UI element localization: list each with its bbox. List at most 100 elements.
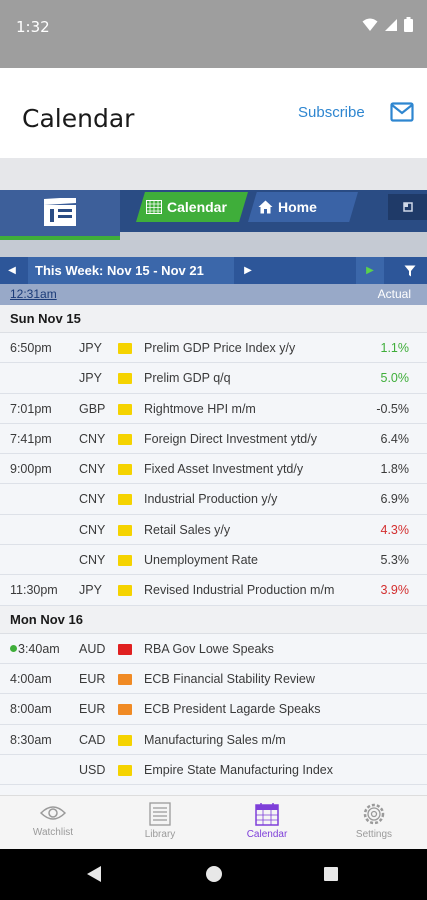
- page-title: Calendar: [22, 104, 135, 133]
- calendar-grid-icon: [146, 200, 162, 214]
- event-currency: JPY: [79, 341, 102, 355]
- event-list: Sun Nov 15 6:50pm JPY Prelim GDP Price Inde…: [0, 305, 427, 795]
- event-row[interactable]: 4:00am EUR ECB Financial Stability Review: [0, 664, 427, 695]
- signal-icon: [385, 18, 397, 31]
- impact-folder-icon: [118, 643, 132, 655]
- event-row[interactable]: 6:50pm JPY Prelim GDP Price Index y/y 1.1%: [0, 333, 427, 364]
- impact-folder-icon: [118, 433, 132, 445]
- event-row[interactable]: 7:01pm GBP Rightmove HPI m/m -0.5%: [0, 394, 427, 424]
- event-currency: EUR: [79, 671, 106, 686]
- subscribe-button[interactable]: Subscribe: [298, 104, 365, 121]
- mail-icon[interactable]: [390, 102, 414, 122]
- event-name: Prelim GDP Price Index y/y: [144, 341, 296, 355]
- week-label[interactable]: This Week: Nov 15 - Nov 21: [28, 257, 234, 284]
- library-icon: [149, 802, 171, 826]
- filter-icon: [404, 265, 415, 276]
- event-row[interactable]: 7:41pm CNY Foreign Direct Investment ytd/y…: [0, 424, 427, 455]
- event-row[interactable]: 11:30pm JPY Revised Industrial Production …: [0, 575, 427, 606]
- event-time: 4:00am: [10, 671, 52, 686]
- event-actual: -0.5%: [376, 401, 409, 416]
- event-row[interactable]: CNY Industrial Production y/y 6.9%: [0, 484, 427, 515]
- week-bar-spacer: [262, 257, 352, 284]
- event-time: 11:30pm: [10, 583, 58, 598]
- calendar-logo-icon: [44, 198, 76, 226]
- event-row[interactable]: 8:30am CAD Manufacturing Sales m/m: [0, 725, 427, 755]
- filter-button[interactable]: [392, 257, 427, 284]
- next-week-button[interactable]: ▶: [236, 257, 260, 284]
- status-bar: 1:32: [0, 0, 427, 68]
- nav-watchlist[interactable]: Watchlist: [0, 796, 106, 850]
- event-currency: USD: [79, 762, 106, 777]
- event-row[interactable]: 8:00am EUR ECB President Lagarde Speaks: [0, 694, 427, 725]
- impact-folder-icon: [118, 704, 132, 716]
- event-actual: 5.0%: [380, 371, 410, 386]
- app-bar: Calendar Subscribe: [0, 68, 427, 158]
- event-name: Revised Industrial Production m/m: [144, 583, 335, 598]
- actual-column-header: Actual: [377, 287, 411, 301]
- event-actual: 4.3%: [380, 522, 410, 537]
- event-actual: 5.3%: [380, 553, 410, 568]
- nav-settings-label: Settings: [355, 829, 393, 840]
- calendar-header: Calendar Home: [0, 190, 427, 257]
- event-time: 8:00am: [10, 702, 52, 717]
- event-currency: AUD: [79, 641, 106, 656]
- impact-folder-icon: [118, 464, 132, 476]
- event-actual: 6.9%: [380, 492, 410, 507]
- recent-apps-icon[interactable]: [324, 867, 338, 881]
- nav-settings[interactable]: Settings: [321, 796, 427, 850]
- event-name: Unemployment Rate: [144, 553, 258, 568]
- tab-home[interactable]: Home: [248, 192, 358, 222]
- calendar-icon: [255, 803, 279, 826]
- event-time: 6:50pm: [10, 341, 52, 355]
- tab-calendar[interactable]: Calendar: [136, 192, 248, 222]
- event-row[interactable]: USD Empire State Manufacturing Index: [0, 755, 427, 786]
- event-actual: 1.8%: [380, 462, 410, 477]
- event-currency: CNY: [79, 522, 106, 537]
- wifi-icon: [362, 18, 378, 31]
- bottom-nav: Watchlist Library Calendar Settings: [0, 795, 427, 849]
- system-nav-bar: [0, 849, 427, 900]
- week-selector: ◀ This Week: Nov 15 - Nov 21 ▶ ▶: [0, 257, 427, 284]
- impact-folder-icon: [118, 585, 132, 597]
- event-currency: GBP: [79, 401, 106, 416]
- tab-calendar-label: Calendar: [167, 199, 227, 215]
- event-name: Prelim GDP q/q: [144, 371, 231, 386]
- day-header: Sun Nov 15: [0, 305, 427, 333]
- event-actual: 3.9%: [380, 583, 410, 598]
- impact-folder-icon: [118, 403, 132, 415]
- event-time: 3:40am: [18, 641, 60, 656]
- impact-folder-icon: [118, 673, 132, 685]
- impact-folder-icon: [118, 555, 132, 567]
- nav-calendar[interactable]: Calendar: [214, 796, 320, 850]
- chevron-left-icon: ◀: [8, 265, 16, 276]
- impact-folder-icon: [118, 734, 132, 746]
- event-currency: CAD: [79, 732, 106, 747]
- event-row[interactable]: CNY Retail Sales y/y 4.3%: [0, 515, 427, 546]
- status-time: 1:32: [16, 18, 50, 36]
- event-row[interactable]: CNY Unemployment Rate 5.3%: [0, 545, 427, 576]
- impact-folder-icon: [118, 524, 132, 536]
- prev-week-button[interactable]: ◀: [0, 257, 24, 284]
- event-row[interactable]: 9:00pm CNY Fixed Asset Investment ytd/y 1.8…: [0, 454, 427, 485]
- event-name: ECB President Lagarde Speaks: [144, 702, 321, 717]
- event-currency: CNY: [79, 492, 106, 507]
- event-currency: EUR: [79, 702, 106, 717]
- nav-library[interactable]: Library: [107, 796, 213, 850]
- expand-icon: [402, 202, 413, 212]
- event-row[interactable]: JPY Prelim GDP q/q 5.0%: [0, 363, 427, 394]
- home-icon: [258, 200, 273, 214]
- event-currency: CNY: [79, 553, 106, 568]
- event-name: Empire State Manufacturing Index: [144, 762, 333, 777]
- jump-today-button[interactable]: ▶: [356, 257, 384, 284]
- current-time-link[interactable]: 12:31am: [10, 287, 57, 301]
- event-name: Rightmove HPI m/m: [144, 401, 256, 416]
- event-actual: 6.4%: [380, 431, 410, 446]
- event-name: Foreign Direct Investment ytd/y: [144, 431, 317, 446]
- event-row[interactable]: 3:40am AUD RBA Gov Lowe Speaks: [0, 634, 427, 664]
- home-button-icon[interactable]: [206, 866, 222, 882]
- chevron-right-icon: ▶: [244, 265, 252, 276]
- expand-button[interactable]: [388, 194, 427, 220]
- live-indicator-icon: [10, 644, 17, 652]
- back-icon[interactable]: [86, 865, 102, 883]
- eye-icon: [40, 806, 66, 820]
